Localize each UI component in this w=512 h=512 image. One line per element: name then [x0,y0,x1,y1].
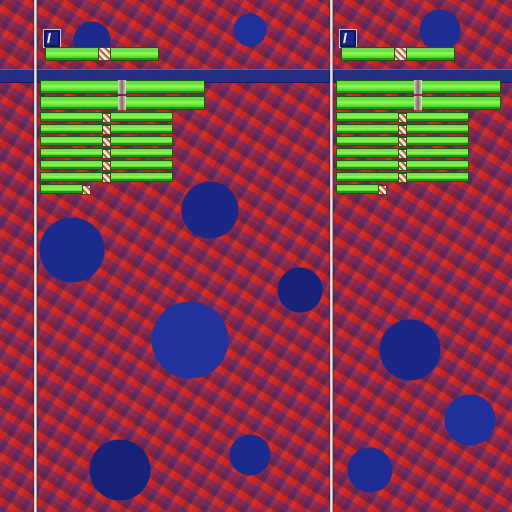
slider-handle-icon[interactable] [398,173,407,183]
right-control-row[interactable] [336,172,469,183]
green-slider[interactable] [336,124,469,135]
green-slider[interactable] [336,160,469,171]
right-big-control-row-2[interactable] [336,96,501,110]
left-control-row[interactable] [40,136,173,147]
right-control-row[interactable] [336,124,469,135]
slider-handle-icon[interactable] [98,47,111,61]
slider-handle-icon[interactable] [398,137,407,147]
split-handle-icon[interactable] [118,96,126,110]
left-control-row[interactable] [40,112,173,123]
right-big-control-row-1[interactable] [336,80,501,94]
green-slider[interactable] [336,184,387,195]
blue-badge-icon[interactable] [339,29,357,48]
slider-handle-icon[interactable] [102,113,111,123]
green-slider[interactable] [40,112,173,123]
slider-handle-icon[interactable] [398,149,407,159]
green-slider[interactable] [336,136,469,147]
right-top-control-row [339,29,459,63]
slider-handle-icon[interactable] [82,185,91,195]
green-slider[interactable] [40,160,173,171]
slider-handle-icon[interactable] [398,125,407,135]
slider-handle-icon[interactable] [102,149,111,159]
slider-handle-icon[interactable] [398,161,407,171]
left-big-control-row-2[interactable] [40,96,205,110]
slider-handle-icon[interactable] [102,125,111,135]
left-short-control-row[interactable] [40,184,173,195]
green-slider[interactable] [40,136,173,147]
green-slider[interactable] [40,184,91,195]
left-pane [37,0,330,512]
split-handle-icon[interactable] [414,80,422,94]
green-slider[interactable] [40,148,173,159]
right-pane [333,0,512,512]
green-slider[interactable] [40,172,173,183]
left-divider[interactable] [34,0,37,512]
top-blue-band [0,69,512,83]
left-big-control-row-1[interactable] [40,80,205,94]
left-top-control-row [43,29,163,63]
right-control-row[interactable] [336,148,469,159]
right-control-row[interactable] [336,112,469,123]
split-handle-icon[interactable] [118,80,126,94]
left-control-row[interactable] [40,172,173,183]
right-control-row[interactable] [336,136,469,147]
center-divider[interactable] [330,0,333,512]
slider-handle-icon[interactable] [102,173,111,183]
left-control-row[interactable] [40,124,173,135]
green-slider[interactable] [336,112,469,123]
right-control-list [336,80,501,196]
left-control-row[interactable] [40,148,173,159]
blue-badge-icon[interactable] [43,29,61,48]
slider-handle-icon[interactable] [102,161,111,171]
green-slider[interactable] [40,124,173,135]
slider-handle-icon[interactable] [394,47,407,61]
left-top-green-slider[interactable] [45,47,159,61]
slider-handle-icon[interactable] [398,113,407,123]
slider-handle-icon[interactable] [378,185,387,195]
right-short-control-row[interactable] [336,184,469,195]
right-control-row[interactable] [336,160,469,171]
left-control-row[interactable] [40,160,173,171]
green-slider[interactable] [336,172,469,183]
slider-handle-icon[interactable] [102,137,111,147]
split-handle-icon[interactable] [414,96,422,110]
left-control-list [40,80,205,196]
right-top-green-slider[interactable] [341,47,455,61]
green-slider[interactable] [336,148,469,159]
